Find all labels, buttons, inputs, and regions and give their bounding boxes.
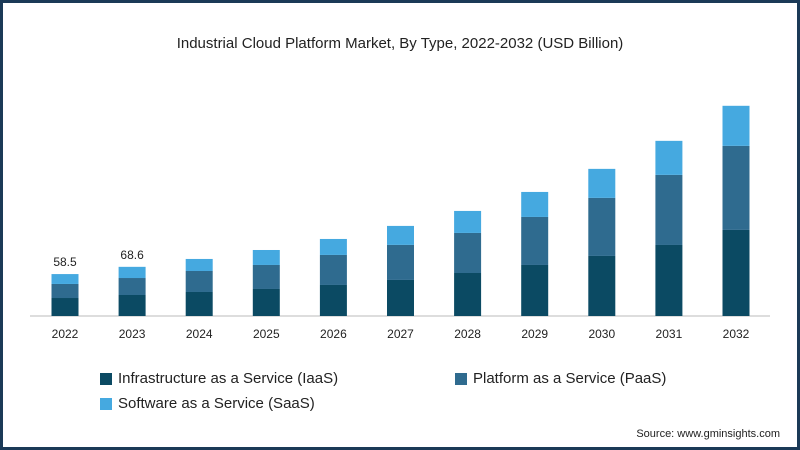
bar-segment: [387, 279, 414, 316]
bar-segment: [319, 238, 347, 255]
bar-segment: [454, 210, 482, 233]
bar-segment: [722, 145, 750, 230]
x-tick-label: 2027: [387, 327, 414, 341]
legend-swatch: [100, 398, 112, 410]
legend-label: Software as a Service (SaaS): [118, 395, 315, 412]
bar-segment: [252, 288, 280, 316]
legend-label: Platform as a Service (PaaS): [473, 370, 666, 387]
bar-segment: [588, 168, 616, 198]
bar-segment: [722, 229, 750, 316]
bar-segment: [454, 232, 482, 273]
total-label: 68.6: [120, 248, 144, 262]
bar-segment: [387, 244, 414, 280]
legend-label: Infrastructure as a Service (IaaS): [118, 370, 338, 387]
bar-segment: [252, 249, 280, 265]
source: Source: www.gminsights.com: [636, 428, 780, 440]
x-tick-label: 2025: [253, 327, 280, 341]
total-label: 58.5: [53, 255, 77, 269]
bar-segment: [521, 191, 549, 217]
legend-swatch: [455, 373, 467, 385]
bar-segment: [588, 255, 616, 316]
x-tick-label: 2026: [320, 327, 347, 341]
bar-segment: [185, 258, 213, 271]
bar-segment: [655, 174, 683, 245]
x-tick-label: 2031: [656, 327, 683, 341]
bar-segment: [521, 216, 549, 265]
bar-segment: [387, 225, 414, 245]
legend-swatch: [100, 373, 112, 385]
chart-title: Industrial Cloud Platform Market, By Typ…: [177, 35, 624, 52]
bar-segment: [588, 197, 616, 256]
x-tick-label: 2029: [521, 327, 548, 341]
x-tick-label: 2032: [723, 327, 750, 341]
x-tick-label: 2022: [52, 327, 79, 341]
bar-segment: [655, 140, 683, 175]
bar-segment: [118, 295, 146, 316]
bar-segment: [655, 244, 683, 316]
bar-segment: [118, 266, 146, 279]
bar-segment: [252, 264, 280, 289]
bar-segment: [521, 264, 549, 316]
bar-segment: [319, 254, 347, 285]
bar-segment: [118, 278, 146, 296]
x-tick-label: 2028: [454, 327, 481, 341]
bar-segment: [51, 274, 79, 284]
bar-segment: [454, 273, 482, 316]
x-tick-label: 2024: [186, 327, 213, 341]
x-tick-label: 2023: [119, 327, 146, 341]
bar-segment: [51, 283, 79, 299]
bar-segment: [319, 284, 347, 316]
bar-segment: [51, 298, 79, 316]
bar-segment: [185, 291, 213, 316]
bar-segment: [722, 105, 750, 146]
x-tick-label: 2030: [588, 327, 615, 341]
bar-segment: [185, 270, 213, 292]
